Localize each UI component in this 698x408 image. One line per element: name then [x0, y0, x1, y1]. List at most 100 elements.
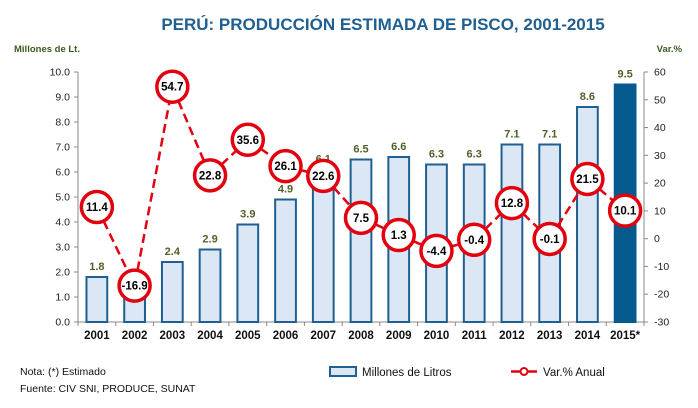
- x-tick-label: 2014: [575, 330, 601, 342]
- chart-title: PERÚ: PRODUCCIÓN ESTIMADA DE PISCO, 2001…: [161, 15, 604, 34]
- bar-value-label: 9.5: [617, 69, 632, 81]
- bar-value-label: 8.6: [580, 91, 595, 103]
- x-tick-label: 2009: [386, 330, 412, 342]
- line-marker-2013: [532, 221, 567, 257]
- right-axis-tick-label: -20: [654, 289, 669, 301]
- line-marker-2006: [268, 148, 303, 184]
- bar-value-label: 2.4: [165, 246, 181, 258]
- x-tick-label: 2006: [273, 330, 299, 342]
- x-tick-label: 2007: [310, 330, 336, 342]
- bar-2008: [349, 158, 373, 323]
- x-tick-label: 2002: [122, 330, 148, 342]
- bar-value-label: 6.6: [391, 141, 406, 153]
- line-marker-2002: [117, 268, 152, 303]
- legend: Millones de Litros Var.% Anual: [329, 366, 605, 379]
- line-segment: [136, 101, 171, 271]
- x-tick-label: 2015*: [610, 330, 641, 342]
- left-axis-tick-label: 10.0: [50, 67, 71, 79]
- line-segment: [259, 147, 274, 159]
- line-segment: [332, 186, 352, 208]
- left-axis-tick-label: 9.0: [55, 92, 70, 104]
- bar-value-label: 6.3: [429, 149, 444, 161]
- bar-value-label: 6.3: [467, 149, 482, 161]
- right-axis-tick-label: 10: [654, 205, 666, 217]
- line-value-label: 35.6: [237, 135, 259, 147]
- line-value-label: 10.1: [614, 206, 637, 218]
- line-segment: [598, 187, 615, 202]
- line-value-label: 11.4: [86, 202, 108, 214]
- line-segment: [522, 212, 540, 230]
- left-axis-tick-label: 6.0: [55, 167, 70, 179]
- left-axis-tick-label: 3.0: [55, 242, 70, 254]
- bar-value-label: 6.5: [353, 144, 368, 156]
- line-value-label: 22.8: [199, 170, 222, 182]
- line-segment: [484, 213, 502, 230]
- bar-value-label: 2.9: [202, 234, 217, 246]
- right-axis-tick-label: 20: [654, 178, 666, 190]
- line-marker-2007: [306, 158, 341, 194]
- line-marker-2004: [192, 158, 228, 193]
- line-marker-2005: [230, 122, 266, 158]
- legend-bar-swatch: [329, 366, 357, 377]
- line-value-label: 22.6: [312, 171, 334, 183]
- line-segment: [556, 191, 581, 227]
- bar-value-label: 3.9: [240, 209, 255, 221]
- bar-value-label: 4.9: [278, 184, 293, 196]
- left-axis-tick-label: 8.0: [55, 117, 70, 129]
- right-axis-tick-label: -10: [654, 261, 669, 273]
- x-tick-label: 2004: [197, 330, 223, 342]
- line-value-label: 7.5: [353, 213, 370, 225]
- x-tick-labels: 2001 2002 2003 2004 2005 2006 2007 2008 2009 2010…: [84, 330, 641, 342]
- right-axis-tick-label: 50: [654, 94, 666, 106]
- left-axis-title: Millones de Lt.: [14, 44, 80, 55]
- x-tick-label: 2013: [537, 330, 563, 342]
- left-axis-tick-label: 2.0: [55, 267, 70, 279]
- x-tick-label: 2008: [348, 330, 374, 342]
- line-value-label: 1.3: [391, 230, 407, 242]
- bar-labels-group: 1.81.52.42.93.94.96.16.56.66.36.37.17.18…: [89, 69, 633, 281]
- line-segment: [102, 220, 130, 273]
- line-value-label: 21.5: [576, 174, 599, 186]
- line-value-label: 26.1: [274, 161, 297, 173]
- left-axis-tick-label: 0.0: [55, 317, 70, 329]
- right-axis-tick-label: 0: [654, 233, 660, 245]
- line-marker-2012: [494, 185, 530, 221]
- bar-2003: [160, 261, 184, 323]
- line-value-label: -0.1: [540, 234, 560, 246]
- right-axis-tick-label: 60: [654, 67, 666, 79]
- x-tick-label: 2012: [499, 330, 525, 342]
- left-axis-tick-label: 5.0: [55, 192, 70, 204]
- right-axis-tick-label: 40: [654, 122, 666, 134]
- bar-2004: [198, 248, 222, 323]
- bar-value-label: 7.1: [504, 129, 519, 141]
- line-value-label: 12.8: [501, 198, 524, 210]
- right-axis-tick-label: 30: [654, 150, 666, 162]
- line-marker-2010: [419, 233, 454, 269]
- line-value-label: -4.4: [427, 246, 447, 258]
- x-tick-label: 2005: [235, 330, 261, 342]
- line-marker-2001: [79, 189, 115, 225]
- bar-2012: [500, 143, 524, 323]
- x-tick-label: 2011: [462, 330, 488, 342]
- note-source: Fuente: CIV SNI, PRODUCE, SUNAT: [20, 383, 196, 395]
- line-marker-2009: [381, 217, 416, 253]
- x-tick-label: 2003: [160, 330, 186, 342]
- left-axis-tick-label: 4.0: [55, 217, 70, 229]
- line-segment: [177, 100, 206, 162]
- bar-2014: [576, 106, 599, 323]
- bar-2001: [85, 276, 109, 323]
- line-value-label: 54.7: [161, 82, 183, 94]
- left-axis-tick-label: 1.0: [55, 292, 70, 304]
- bar-2005: [236, 223, 260, 323]
- line-series-group: 11.4 -16.9 54.7 22.8 35.6 26.1 22.6 7.5 1.3 -4.4 -…: [79, 69, 643, 303]
- line-marker-2014: [570, 161, 605, 197]
- line-marker-2003: [155, 69, 190, 104]
- bar-2006: [274, 198, 297, 323]
- line-value-label: -16.9: [121, 281, 147, 293]
- line-value-label: -0.4: [464, 235, 484, 247]
- right-axis-tick-label: -30: [654, 317, 669, 329]
- line-marker-2011: [456, 222, 492, 258]
- line-marker-2015: [607, 193, 643, 228]
- bars-group: [85, 83, 637, 323]
- right-axis-title: Var.%: [657, 44, 683, 55]
